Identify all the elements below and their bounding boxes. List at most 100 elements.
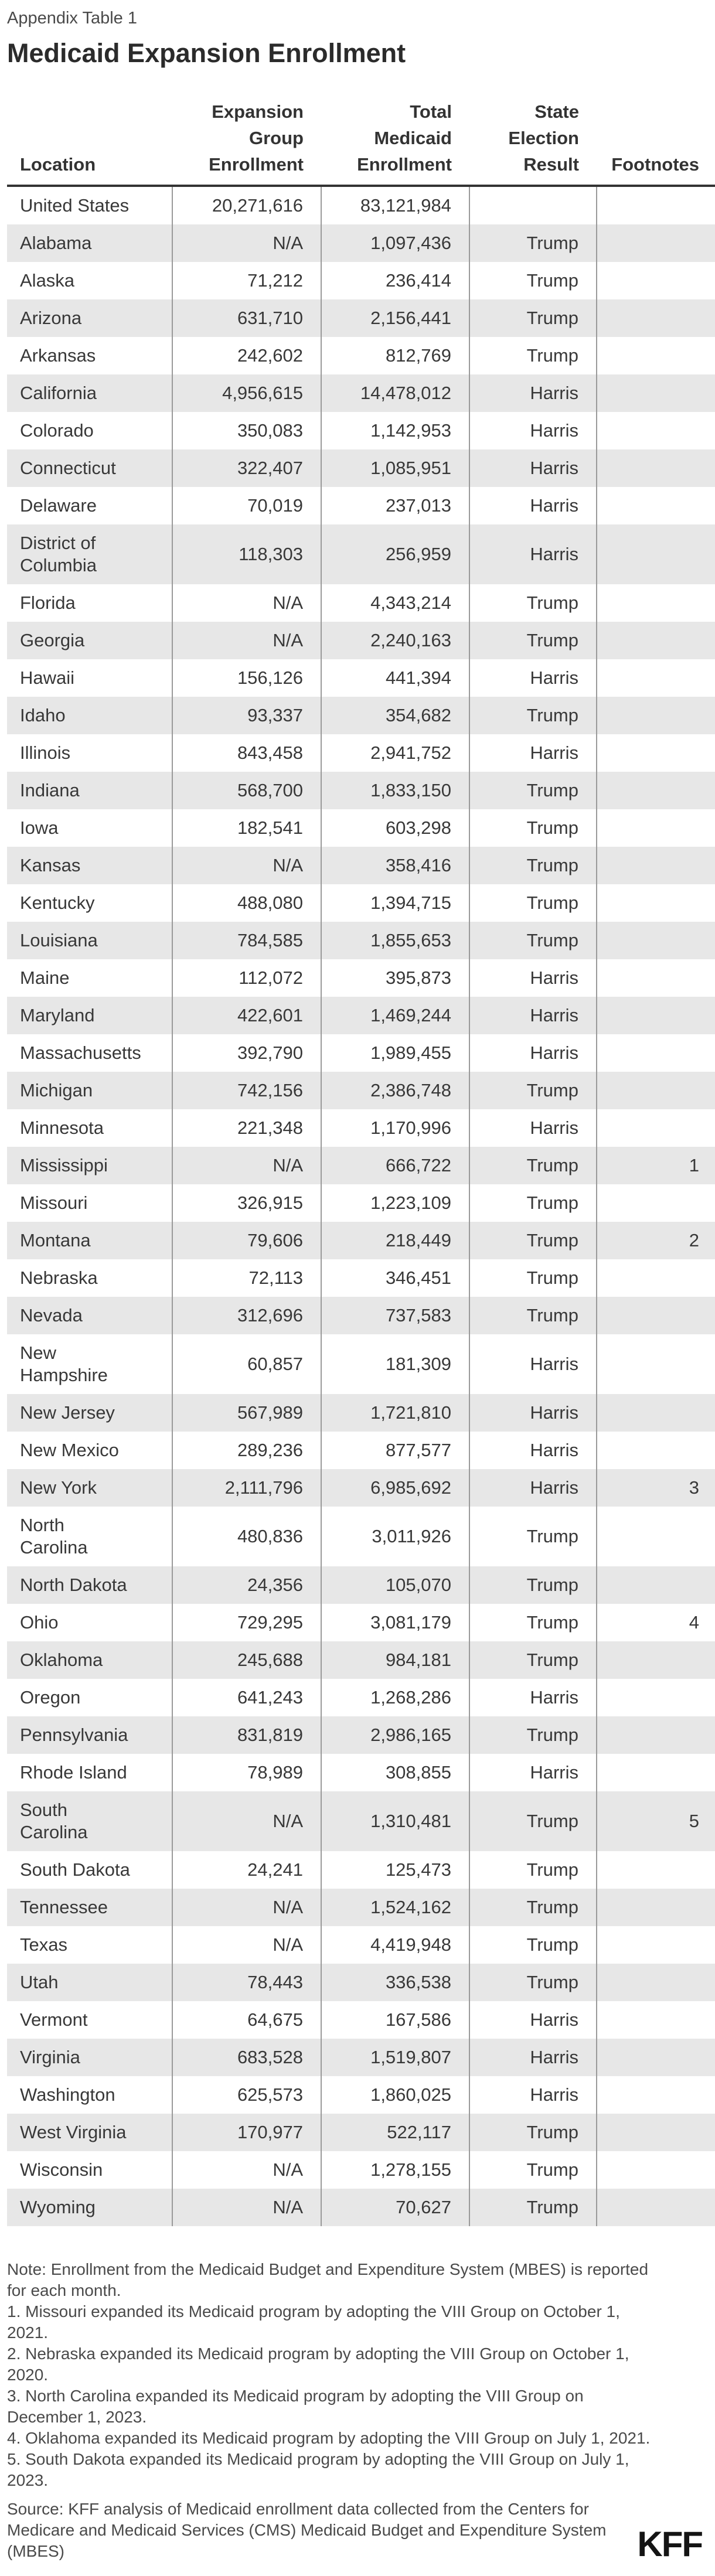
location-cell: California (20, 383, 97, 403)
state-election-result-cell: Trump (469, 1259, 597, 1297)
location-cell: Colorado (20, 420, 94, 441)
location-cell: North Carolina (20, 1515, 88, 1558)
location-cell: New Jersey (20, 1402, 115, 1423)
expansion-group-enrollment-cell: 422,601 (172, 997, 321, 1034)
footnote-cell (596, 622, 715, 659)
footnote-cell (596, 2001, 715, 2039)
table-row: Texas N/A 4,419,948 Trump (7, 1926, 715, 1964)
state-election-result-cell (469, 186, 597, 224)
footnote-cell (596, 524, 715, 584)
location-cell: South Carolina (20, 1800, 88, 1842)
state-election-result-cell: Trump (469, 1641, 597, 1679)
table-row: New York 2,111,796 6,985,692 Harris 3 (7, 1469, 715, 1507)
total-medicaid-enrollment-cell: 1,833,150 (321, 772, 469, 809)
header-row: Location Expansion Group Enrollment Tota… (7, 98, 715, 187)
state-election-result-cell: Harris (469, 997, 597, 1034)
state-election-result-cell: Trump (469, 1147, 597, 1184)
expansion-group-enrollment-cell: 392,790 (172, 1034, 321, 1072)
table-row: Maryland 422,601 1,469,244 Harris (7, 997, 715, 1034)
table-row: Oregon 641,243 1,268,286 Harris (7, 1679, 715, 1716)
expansion-group-enrollment-cell: N/A (172, 1889, 321, 1926)
table-row: Rhode Island 78,989 308,855 Harris (7, 1754, 715, 1791)
footnote-cell (596, 1034, 715, 1072)
expansion-group-enrollment-cell: 78,443 (172, 1964, 321, 2001)
footnote-cell (596, 2151, 715, 2189)
footnote-cell (596, 2114, 715, 2151)
location-cell: Montana (20, 1230, 91, 1250)
footnote-cell: 2 (596, 1222, 715, 1259)
footnote-cell (596, 299, 715, 337)
table-row: Wisconsin N/A 1,278,155 Trump (7, 2151, 715, 2189)
state-election-result-cell: Trump (469, 1604, 597, 1641)
expansion-group-enrollment-cell: 71,212 (172, 262, 321, 299)
location-cell: Iowa (20, 817, 59, 838)
total-medicaid-enrollment-cell: 218,449 (321, 1222, 469, 1259)
table-row: California 4,956,615 14,478,012 Harris (7, 374, 715, 412)
location-cell: Washington (20, 2084, 115, 2105)
total-medicaid-enrollment-cell: 1,989,455 (321, 1034, 469, 1072)
total-medicaid-enrollment-cell: 877,577 (321, 1432, 469, 1469)
location-cell: Alabama (20, 233, 92, 253)
expansion-group-enrollment-cell: 488,080 (172, 884, 321, 922)
footnote-cell (596, 1394, 715, 1432)
expansion-group-enrollment-cell: 567,989 (172, 1394, 321, 1432)
expansion-group-enrollment-cell: 20,271,616 (172, 186, 321, 224)
expansion-group-enrollment-cell: N/A (172, 584, 321, 622)
total-medicaid-enrollment-cell: 1,860,025 (321, 2076, 469, 2114)
location-cell: Utah (20, 1972, 59, 1992)
state-election-result-cell: Harris (469, 2076, 597, 2114)
state-election-result-cell: Harris (469, 524, 597, 584)
expansion-group-enrollment-cell: N/A (172, 1791, 321, 1851)
expansion-group-enrollment-cell: 631,710 (172, 299, 321, 337)
total-medicaid-enrollment-cell: 812,769 (321, 337, 469, 374)
state-election-result-cell: Trump (469, 337, 597, 374)
page-title: Medicaid Expansion Enrollment (7, 38, 406, 68)
total-medicaid-enrollment-cell: 237,013 (321, 487, 469, 524)
state-election-result-cell: Trump (469, 809, 597, 847)
location-cell: Maine (20, 967, 70, 988)
location-cell: Nevada (20, 1305, 83, 1326)
total-medicaid-enrollment-cell: 83,121,984 (321, 186, 469, 224)
expansion-group-enrollment-cell: N/A (172, 847, 321, 884)
expansion-group-enrollment-cell: N/A (172, 2189, 321, 2226)
footnote-cell (596, 1184, 715, 1222)
table-row: Iowa 182,541 603,298 Trump (7, 809, 715, 847)
state-election-result-cell: Harris (469, 1754, 597, 1791)
expansion-group-enrollment-cell: 289,236 (172, 1432, 321, 1469)
footnote-cell (596, 186, 715, 224)
footnote-cell (596, 449, 715, 487)
total-medicaid-enrollment-cell: 236,414 (321, 262, 469, 299)
table-row: Kentucky 488,080 1,394,715 Trump (7, 884, 715, 922)
expansion-group-enrollment-cell: 2,111,796 (172, 1469, 321, 1507)
expansion-group-enrollment-cell: 683,528 (172, 2039, 321, 2076)
location-cell: District of Columbia (20, 533, 97, 575)
footnote-cell (596, 2189, 715, 2226)
location-cell: Rhode Island (20, 1762, 127, 1783)
state-election-result-cell: Trump (469, 1716, 597, 1754)
total-medicaid-enrollment-cell: 1,519,807 (321, 2039, 469, 2076)
total-medicaid-enrollment-cell: 1,855,653 (321, 922, 469, 959)
expansion-group-enrollment-cell: N/A (172, 1147, 321, 1184)
state-election-result-cell: Harris (469, 374, 597, 412)
location-cell: Pennsylvania (20, 1725, 128, 1745)
expansion-group-enrollment-cell: 326,915 (172, 1184, 321, 1222)
table-row: West Virginia 170,977 522,117 Trump (7, 2114, 715, 2151)
table-row: Kansas N/A 358,416 Trump (7, 847, 715, 884)
location-cell: Nebraska (20, 1267, 98, 1288)
total-medicaid-enrollment-cell: 70,627 (321, 2189, 469, 2226)
total-medicaid-enrollment-cell: 1,097,436 (321, 224, 469, 262)
location-cell: Massachusetts (20, 1042, 141, 1063)
table-row: Hawaii 156,126 441,394 Harris (7, 659, 715, 697)
table-kicker: Appendix Table 1 (7, 9, 137, 28)
state-election-result-cell: Trump (469, 224, 597, 262)
total-medicaid-enrollment-cell: 603,298 (321, 809, 469, 847)
source-text: Source: KFF analysis of Medicaid enrollm… (7, 2500, 607, 2560)
expansion-group-enrollment-cell: 568,700 (172, 772, 321, 809)
kff-logo: KFF (637, 2524, 703, 2564)
column-header-footnotes: Footnotes (597, 98, 715, 187)
total-medicaid-enrollment-cell: 395,873 (321, 959, 469, 997)
state-election-result-cell: Trump (469, 1926, 597, 1964)
footnote-cell: 5 (596, 1791, 715, 1851)
state-election-result-cell: Harris (469, 1432, 597, 1469)
